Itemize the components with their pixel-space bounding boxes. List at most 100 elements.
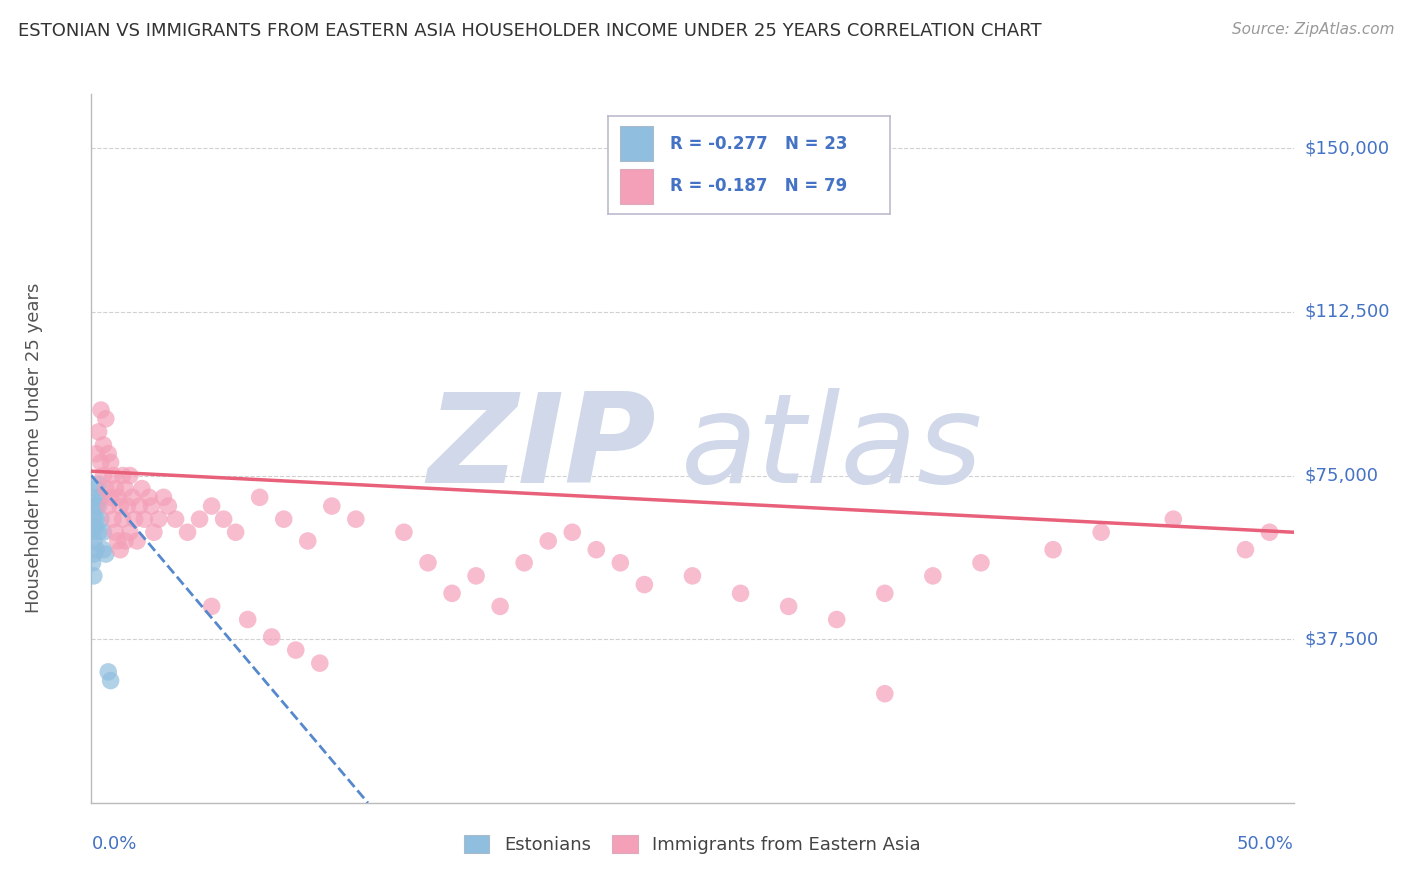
Point [82, 525, 104, 540]
Point [513, 556, 536, 570]
Point [134, 512, 156, 526]
Point [104, 482, 127, 496]
Point [83, 512, 105, 526]
Point [87, 477, 110, 491]
Point [90, 491, 112, 505]
Point [201, 599, 224, 614]
Point [111, 512, 134, 526]
Point [94, 482, 117, 496]
Point [83, 533, 105, 548]
Point [157, 499, 180, 513]
Point [94, 547, 117, 561]
Point [321, 499, 343, 513]
Text: ZIP: ZIP [427, 388, 657, 508]
Point [138, 491, 160, 505]
Point [121, 491, 143, 505]
Point [970, 556, 993, 570]
Text: $37,500: $37,500 [1305, 630, 1379, 648]
Point [93, 525, 115, 540]
Point [90, 455, 112, 469]
Point [84, 521, 107, 535]
Text: Source: ZipAtlas.com: Source: ZipAtlas.com [1232, 22, 1395, 37]
Text: $75,000: $75,000 [1305, 467, 1379, 484]
Point [201, 499, 224, 513]
Point [100, 491, 122, 505]
Point [118, 525, 141, 540]
Point [188, 512, 211, 526]
Point [585, 542, 607, 557]
Point [142, 525, 165, 540]
Legend: Estonians, Immigrants from Eastern Asia: Estonians, Immigrants from Eastern Asia [457, 828, 928, 861]
Point [609, 556, 631, 570]
Point [118, 468, 141, 483]
Point [83, 569, 105, 583]
Point [297, 533, 319, 548]
Point [1234, 542, 1257, 557]
Point [681, 569, 703, 583]
Point [87, 525, 110, 540]
Point [110, 542, 132, 557]
Text: 50.0%: 50.0% [1237, 835, 1294, 853]
Point [249, 491, 271, 505]
Text: $112,500: $112,500 [1305, 303, 1391, 321]
Point [176, 525, 198, 540]
Point [825, 613, 848, 627]
Point [125, 533, 148, 548]
Point [84, 542, 107, 557]
Point [489, 599, 512, 614]
Point [90, 512, 112, 526]
Point [84, 499, 107, 513]
Point [93, 468, 115, 483]
Point [922, 569, 945, 583]
Point [633, 577, 655, 591]
Point [94, 411, 117, 425]
Point [84, 447, 107, 461]
Point [97, 447, 120, 461]
Point [873, 586, 896, 600]
Point [124, 512, 146, 526]
Point [416, 556, 439, 570]
Point [730, 586, 752, 600]
Point [440, 586, 463, 600]
Point [86, 491, 108, 505]
Point [93, 438, 115, 452]
Point [1042, 542, 1064, 557]
Point [110, 499, 132, 513]
Point [84, 512, 107, 526]
Point [82, 556, 104, 570]
Point [107, 533, 129, 548]
Bar [620, 126, 654, 161]
Point [101, 512, 124, 526]
Point [87, 425, 110, 439]
Point [114, 533, 136, 548]
Point [1258, 525, 1281, 540]
Point [83, 547, 105, 561]
Point [84, 499, 107, 513]
Point [1161, 512, 1184, 526]
Point [537, 533, 560, 548]
Text: atlas: atlas [681, 388, 983, 508]
Point [778, 599, 800, 614]
Text: Householder Income Under 25 years: Householder Income Under 25 years [25, 283, 42, 614]
Point [165, 512, 187, 526]
Point [131, 482, 153, 496]
Point [107, 491, 129, 505]
Point [873, 687, 896, 701]
Point [104, 525, 127, 540]
Point [284, 643, 307, 657]
Point [97, 499, 120, 513]
Text: $150,000: $150,000 [1305, 139, 1389, 157]
Point [93, 542, 115, 557]
Point [273, 512, 295, 526]
Text: R = -0.187   N = 79: R = -0.187 N = 79 [671, 177, 848, 194]
Text: R = -0.277   N = 23: R = -0.277 N = 23 [671, 135, 848, 153]
Point [152, 491, 174, 505]
Bar [620, 169, 654, 204]
Point [260, 630, 283, 644]
Point [128, 499, 150, 513]
Point [97, 665, 120, 679]
Point [148, 512, 170, 526]
Point [236, 613, 259, 627]
Point [561, 525, 583, 540]
Text: ESTONIAN VS IMMIGRANTS FROM EASTERN ASIA HOUSEHOLDER INCOME UNDER 25 YEARS CORRE: ESTONIAN VS IMMIGRANTS FROM EASTERN ASIA… [18, 22, 1042, 40]
